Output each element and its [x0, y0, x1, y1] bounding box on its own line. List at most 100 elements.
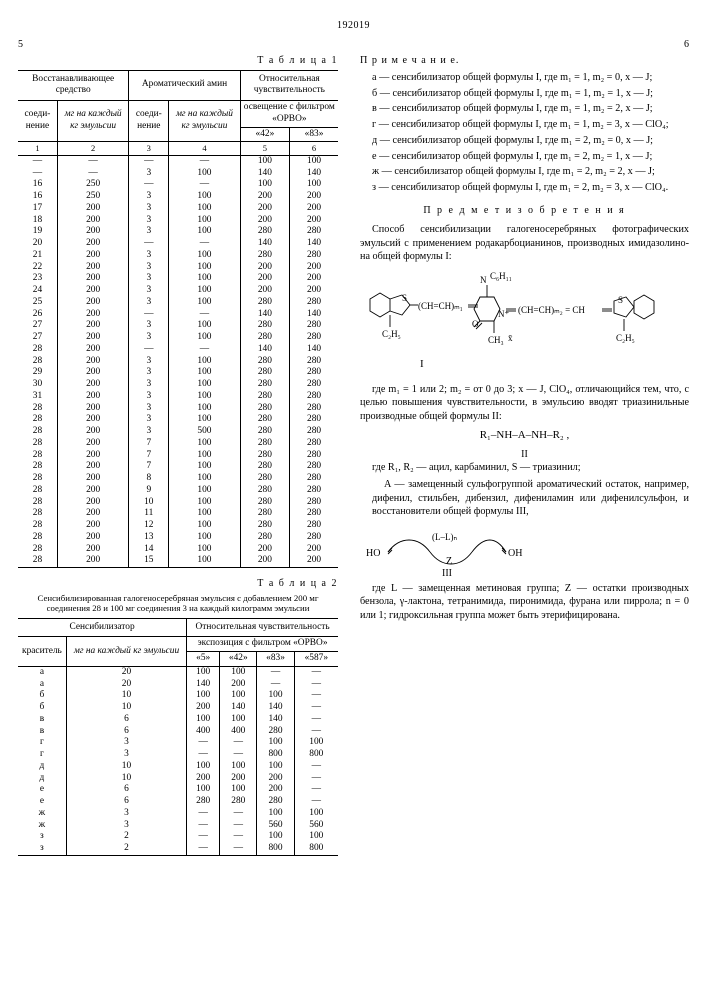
cell: 280 [240, 450, 289, 462]
svg-text:x̄: x̄ [508, 333, 513, 343]
cell: 100 [169, 379, 240, 391]
cell: 20 [66, 679, 186, 691]
t2-sub3: экспозиция с фильтром «ОРВО» [187, 637, 338, 652]
cell: 28 [18, 438, 57, 450]
table-row: г3——100100 [18, 737, 338, 749]
cell: 22 [18, 262, 57, 274]
cell: 100 [169, 497, 240, 509]
cell: 100 [169, 450, 240, 462]
cell: 200 [257, 784, 294, 796]
cell: 28 [18, 544, 57, 556]
cell: 280 [290, 332, 338, 344]
cell: 3 [129, 168, 169, 180]
cell: 3 [129, 403, 169, 415]
cell: 200 [290, 285, 338, 297]
cell: 200 [240, 191, 289, 203]
table-row: 242003100200200 [18, 285, 338, 297]
cell: 24 [18, 285, 57, 297]
cell: 280 [187, 796, 220, 808]
cell: 200 [57, 485, 128, 497]
table-row: а20100100—— [18, 666, 338, 678]
cell: 400 [187, 726, 220, 738]
cell: 3 [129, 191, 169, 203]
cell: 3 [129, 414, 169, 426]
cell: 28 [18, 450, 57, 462]
cell: 280 [290, 403, 338, 415]
cell: 200 [57, 450, 128, 462]
cell: 100 [169, 226, 240, 238]
cell: 6 [66, 784, 186, 796]
cell: 500 [169, 426, 240, 438]
cell: 2 [66, 831, 186, 843]
cell: 200 [290, 191, 338, 203]
table-row: 282003500280280 [18, 426, 338, 438]
cell: 140 [290, 168, 338, 180]
cell: 200 [187, 702, 220, 714]
cell: 200 [57, 520, 128, 532]
cell: — [57, 155, 128, 167]
cell: 200 [57, 438, 128, 450]
cell: — [187, 749, 220, 761]
cell: 100 [169, 532, 240, 544]
table-row: 272003100280280 [18, 332, 338, 344]
cell: 28 [18, 485, 57, 497]
table-row: 282003100280280 [18, 356, 338, 368]
cell: 28 [18, 414, 57, 426]
cell: 800 [294, 843, 338, 855]
cell: 280 [240, 320, 289, 332]
cell: 280 [240, 332, 289, 344]
cell: 800 [294, 749, 338, 761]
cell: 6 [66, 796, 186, 808]
cell: 200 [57, 532, 128, 544]
svg-text:N: N [480, 275, 487, 285]
cell: е [18, 796, 66, 808]
cell: 7 [129, 450, 169, 462]
cell: б [18, 702, 66, 714]
table-row: 282007100280280 [18, 450, 338, 462]
cell: 200 [57, 344, 128, 356]
cell: 280 [290, 297, 338, 309]
svg-text:S: S [618, 295, 623, 305]
t2-f4: «587» [294, 652, 338, 667]
cell: в [18, 726, 66, 738]
table-row: ————100100 [18, 155, 338, 167]
cell: 3 [129, 262, 169, 274]
cell: 140 [257, 714, 294, 726]
cell: 6 [66, 714, 186, 726]
cell: 140 [290, 238, 338, 250]
cell: 200 [57, 297, 128, 309]
cell: 280 [290, 497, 338, 509]
table-row: 16250——100100 [18, 179, 338, 191]
table-row: 312003100280280 [18, 391, 338, 403]
cell: ж [18, 820, 66, 832]
t1-sub3: соеди­нение [129, 101, 169, 142]
cell: 100 [220, 761, 257, 773]
cell: 17 [18, 203, 57, 215]
cell: 20 [18, 238, 57, 250]
cell: — [294, 666, 338, 678]
cell: 200 [290, 203, 338, 215]
cell: 28 [18, 473, 57, 485]
table2-title: Т а б л и ц а 2 [257, 578, 338, 591]
cell: 280 [240, 414, 289, 426]
cell: 23 [18, 273, 57, 285]
cell: 100 [169, 250, 240, 262]
table2: Сенсибилизатор Относительная чувствитель… [18, 618, 338, 856]
cell: 280 [240, 250, 289, 262]
svg-text:S: S [402, 293, 407, 303]
cell: ж [18, 808, 66, 820]
table-row: а20140200—— [18, 679, 338, 691]
col-num-left: 5 [18, 39, 23, 52]
cell: б [18, 690, 66, 702]
cell: 280 [240, 461, 289, 473]
table-row: 2820012100280280 [18, 520, 338, 532]
cell: 560 [294, 820, 338, 832]
table-row: 272003100280280 [18, 320, 338, 332]
cell: 200 [240, 262, 289, 274]
cell: 800 [257, 843, 294, 855]
cell: 200 [57, 497, 128, 509]
cell: 100 [257, 690, 294, 702]
cell: а [18, 679, 66, 691]
cell: 140 [240, 238, 289, 250]
cell: 280 [290, 426, 338, 438]
